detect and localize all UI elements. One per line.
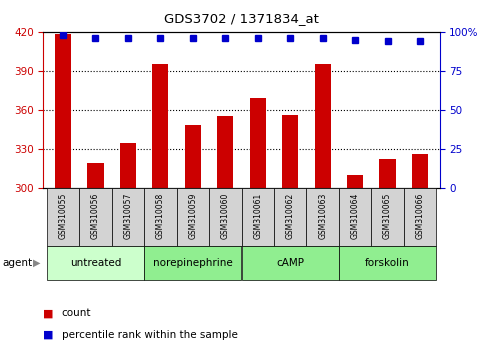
Bar — [282, 115, 298, 188]
Bar — [217, 116, 233, 188]
Text: forskolin: forskolin — [365, 258, 410, 268]
Text: GSM310065: GSM310065 — [383, 193, 392, 239]
Text: GSM310057: GSM310057 — [123, 193, 132, 239]
Text: count: count — [62, 308, 91, 318]
Bar — [185, 125, 201, 188]
Bar — [242, 246, 339, 280]
Bar — [177, 188, 209, 246]
Bar — [339, 246, 436, 280]
Bar — [47, 188, 79, 246]
Bar — [152, 64, 169, 188]
Text: percentile rank within the sample: percentile rank within the sample — [62, 330, 238, 339]
Text: GSM310066: GSM310066 — [415, 193, 425, 239]
Bar — [274, 188, 306, 246]
Bar — [144, 246, 242, 280]
Bar — [380, 159, 396, 188]
Bar — [242, 188, 274, 246]
Text: GSM310058: GSM310058 — [156, 193, 165, 239]
Bar — [412, 154, 428, 188]
Bar — [55, 34, 71, 188]
Text: cAMP: cAMP — [276, 258, 304, 268]
Bar — [339, 188, 371, 246]
Text: GSM310061: GSM310061 — [253, 193, 262, 239]
Text: ■: ■ — [43, 308, 54, 318]
Bar — [314, 64, 331, 188]
Bar — [347, 175, 363, 188]
Text: GSM310064: GSM310064 — [351, 193, 360, 239]
Text: ■: ■ — [43, 330, 54, 339]
Bar — [404, 188, 436, 246]
Text: GSM310056: GSM310056 — [91, 193, 100, 239]
Bar — [47, 246, 144, 280]
Text: untreated: untreated — [70, 258, 121, 268]
Bar — [209, 188, 242, 246]
Text: norepinephrine: norepinephrine — [153, 258, 233, 268]
Bar — [371, 188, 404, 246]
Text: GSM310060: GSM310060 — [221, 193, 230, 239]
Text: agent: agent — [2, 258, 32, 268]
Text: GSM310063: GSM310063 — [318, 193, 327, 239]
Text: GDS3702 / 1371834_at: GDS3702 / 1371834_at — [164, 12, 319, 25]
Bar — [144, 188, 177, 246]
Text: GSM310059: GSM310059 — [188, 193, 197, 239]
Bar — [79, 188, 112, 246]
Bar — [112, 188, 144, 246]
Bar — [250, 98, 266, 188]
Bar — [87, 163, 103, 188]
Bar — [120, 143, 136, 188]
Text: GSM310055: GSM310055 — [58, 193, 68, 239]
Text: GSM310062: GSM310062 — [286, 193, 295, 239]
Bar — [306, 188, 339, 246]
Text: ▶: ▶ — [33, 258, 41, 268]
